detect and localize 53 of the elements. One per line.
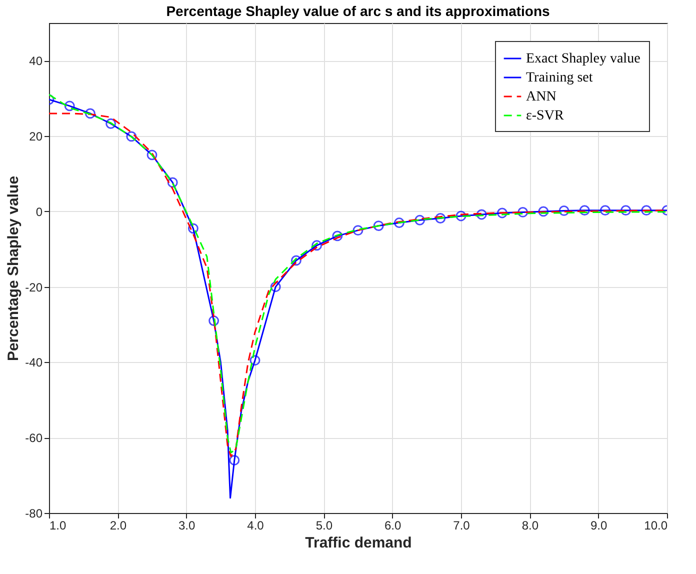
legend-label: ε-SVR bbox=[526, 108, 564, 124]
point bbox=[126, 131, 137, 142]
point bbox=[518, 207, 528, 218]
x-tick-label: 9.0 bbox=[590, 518, 608, 532]
y-tick-label: -80 bbox=[25, 506, 43, 520]
x-tick-label: 10.0 bbox=[644, 518, 668, 532]
point bbox=[579, 205, 590, 216]
point bbox=[250, 355, 260, 366]
point bbox=[188, 223, 198, 234]
x-tick-label: 6.0 bbox=[384, 518, 402, 532]
point bbox=[106, 118, 116, 129]
point bbox=[270, 282, 281, 292]
x-tick-label: 7.0 bbox=[453, 518, 470, 532]
point bbox=[641, 205, 652, 216]
y-tick-label: 40 bbox=[29, 54, 43, 68]
x-tick-label: 4.0 bbox=[247, 518, 264, 532]
point bbox=[208, 316, 220, 326]
point bbox=[146, 150, 158, 160]
point bbox=[229, 455, 240, 466]
point bbox=[620, 205, 632, 216]
point bbox=[456, 210, 466, 222]
y-tick-label: -20 bbox=[25, 280, 43, 294]
point bbox=[435, 213, 446, 224]
x-tick-label: 2.0 bbox=[110, 518, 127, 532]
y-tick-label: -60 bbox=[25, 431, 43, 446]
point bbox=[373, 220, 384, 231]
x-tick-label: 5.0 bbox=[316, 518, 333, 532]
legend-label: Training set bbox=[526, 70, 593, 86]
x-tick-label: 1.0 bbox=[50, 518, 67, 532]
x-tick-label: 3.0 bbox=[178, 518, 196, 532]
x-axis-title: Traffic demand bbox=[305, 534, 412, 552]
point bbox=[476, 209, 487, 220]
chart-title: Percentage Shapley value of arc s and its approximations bbox=[166, 3, 550, 19]
x-tick-label: 8.0 bbox=[522, 518, 539, 532]
point bbox=[352, 225, 364, 236]
point bbox=[558, 205, 570, 216]
point bbox=[414, 214, 426, 226]
point bbox=[496, 208, 508, 218]
point bbox=[332, 230, 343, 242]
point bbox=[600, 205, 610, 216]
point bbox=[312, 240, 322, 251]
y-tick-label: 0 bbox=[36, 204, 43, 219]
legend-label: Exact Shapley value bbox=[526, 52, 640, 66]
point bbox=[394, 218, 404, 228]
point bbox=[290, 255, 302, 266]
point bbox=[167, 177, 178, 188]
point bbox=[64, 100, 75, 112]
legend-label: ANN bbox=[526, 90, 556, 104]
point bbox=[84, 108, 96, 119]
y-tick-label: 20 bbox=[29, 130, 43, 144]
y-tick-label: -40 bbox=[25, 356, 43, 370]
y-axis-title: Percentage Shapley value bbox=[5, 176, 22, 362]
point bbox=[538, 206, 549, 217]
